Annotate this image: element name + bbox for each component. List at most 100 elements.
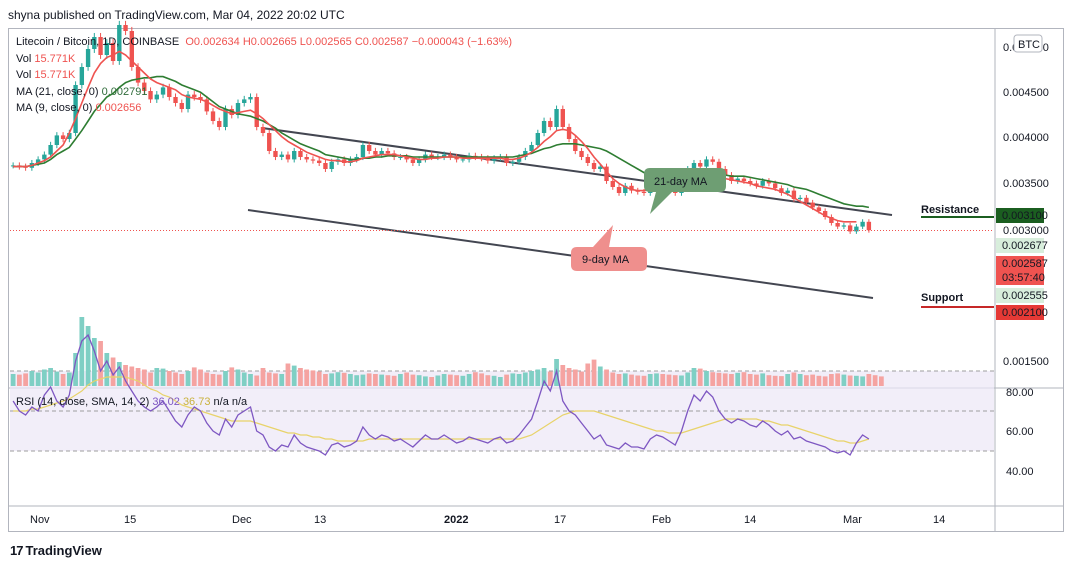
volume-bar bbox=[579, 371, 584, 386]
candle-body bbox=[310, 159, 316, 161]
candle-body bbox=[804, 197, 809, 203]
volume-bar bbox=[335, 372, 341, 386]
ma21-callout bbox=[644, 168, 726, 214]
time-axis-label: Feb bbox=[652, 514, 671, 526]
currency-button[interactable] bbox=[1013, 34, 1043, 53]
volume-bar bbox=[179, 374, 185, 386]
candle-body bbox=[535, 133, 541, 145]
rsi-axis-tick: 80.00 bbox=[1006, 387, 1034, 399]
tradingview-footer[interactable]: 17 TradingView bbox=[10, 543, 102, 558]
candle-body bbox=[704, 159, 709, 167]
rsi-legend-row[interactable]: RSI (14, close, SMA, 14, 2) 36.02 36.73 … bbox=[16, 396, 247, 408]
candle-body bbox=[192, 94, 197, 97]
candle-body bbox=[554, 109, 559, 127]
candle-body bbox=[317, 160, 322, 163]
volume-bar bbox=[316, 371, 322, 386]
volume-bar bbox=[797, 374, 803, 386]
candle-body bbox=[60, 135, 66, 139]
candle-body bbox=[616, 187, 622, 193]
volume-bar bbox=[154, 368, 160, 386]
vol-legend-row-1[interactable]: Vol 15.771K bbox=[16, 53, 75, 65]
candle-body bbox=[454, 157, 459, 160]
vol-label: Vol bbox=[16, 53, 32, 65]
footer-brand: TradingView bbox=[25, 543, 102, 558]
candle-body bbox=[485, 158, 491, 161]
volume-bar bbox=[354, 375, 360, 386]
resistance-label: Resistance bbox=[921, 204, 979, 216]
candle-body bbox=[860, 221, 865, 227]
ma9-legend-row[interactable]: MA (9, close, 0) 0.002656 bbox=[16, 102, 141, 114]
candle-body bbox=[73, 85, 78, 133]
candle-body bbox=[185, 94, 191, 109]
price-axis-tick: 0.004000 bbox=[1003, 132, 1049, 144]
candle-body bbox=[548, 121, 553, 127]
volume-bar bbox=[166, 371, 172, 386]
volume-bar bbox=[398, 374, 403, 386]
price-badge-label: 03:57:40 bbox=[1002, 272, 1045, 284]
candle-body bbox=[735, 178, 740, 181]
volume-bar bbox=[572, 369, 578, 386]
volume-bar bbox=[216, 374, 222, 386]
candle-body bbox=[716, 161, 722, 169]
channel-upper-line[interactable] bbox=[261, 127, 893, 216]
candle-body bbox=[54, 135, 60, 145]
price-badge-label: 0.002587 bbox=[1002, 258, 1048, 270]
candle-body bbox=[160, 87, 166, 95]
candle-body bbox=[79, 67, 85, 85]
ma21-legend-row[interactable]: MA (21, close, 0) 0.002791 bbox=[16, 86, 148, 98]
candle-body bbox=[591, 163, 597, 169]
volume-bar bbox=[722, 373, 728, 386]
candle-body bbox=[42, 154, 47, 160]
volume-bar bbox=[204, 372, 210, 386]
candle-body bbox=[92, 37, 97, 49]
candle-body bbox=[516, 157, 522, 162]
price-badge-label: 0.002555 bbox=[1002, 290, 1048, 302]
volume-bar bbox=[791, 372, 797, 386]
volume-bar bbox=[73, 353, 78, 386]
symbol-name[interactable]: Litecoin / Bitcoin, 1D, COINBASE bbox=[16, 36, 180, 48]
candle-body bbox=[835, 223, 840, 227]
channel-lower-line[interactable] bbox=[247, 209, 874, 299]
volume-bar bbox=[504, 374, 509, 386]
tradingview-logo-icon: 17 bbox=[10, 543, 24, 558]
volume-bar bbox=[535, 369, 541, 386]
volume-bar bbox=[223, 371, 228, 386]
chart-frame[interactable] bbox=[8, 28, 1064, 532]
volume-bar bbox=[273, 373, 278, 386]
candle-body bbox=[267, 133, 272, 151]
ma21-value: 0.002791 bbox=[101, 86, 148, 98]
candle-body bbox=[623, 185, 628, 193]
volume-bar bbox=[472, 372, 478, 386]
candle-body bbox=[354, 157, 359, 160]
rsi-label: RSI (14, close, SMA, 14, 2) bbox=[16, 396, 150, 408]
candle-body bbox=[560, 109, 565, 127]
candle-body bbox=[198, 97, 203, 100]
volume-bar bbox=[691, 368, 697, 386]
currency-label: BTC bbox=[1018, 39, 1040, 51]
price-axis-tick: 0.001500 bbox=[1003, 356, 1049, 368]
candle-body bbox=[604, 166, 609, 181]
volume-bar bbox=[835, 373, 841, 386]
ohlc-open: O0.002634 bbox=[185, 36, 240, 48]
candle-body bbox=[460, 159, 466, 161]
candle-body bbox=[123, 25, 128, 31]
volume-bar bbox=[522, 372, 528, 386]
vol-legend-row-2[interactable]: Vol 15.771K bbox=[16, 69, 75, 81]
price-axis-tick: 0.003000 bbox=[1003, 225, 1049, 237]
candle-body bbox=[866, 221, 872, 231]
ohlc-low: L0.002565 bbox=[299, 36, 352, 48]
volume-bar bbox=[160, 368, 166, 386]
volume-bar bbox=[704, 371, 709, 386]
candle-body bbox=[204, 99, 209, 112]
ma21-label: MA (21, close, 0) bbox=[16, 86, 99, 98]
volume-bar bbox=[872, 375, 878, 386]
volume-bar bbox=[729, 374, 734, 386]
volume-bar bbox=[98, 341, 103, 386]
volume-bar bbox=[685, 372, 691, 386]
candle-body bbox=[366, 145, 372, 151]
volume-bar bbox=[116, 362, 122, 386]
candle-body bbox=[748, 181, 753, 184]
volume-bar bbox=[585, 363, 591, 386]
volume-bar bbox=[291, 365, 297, 386]
